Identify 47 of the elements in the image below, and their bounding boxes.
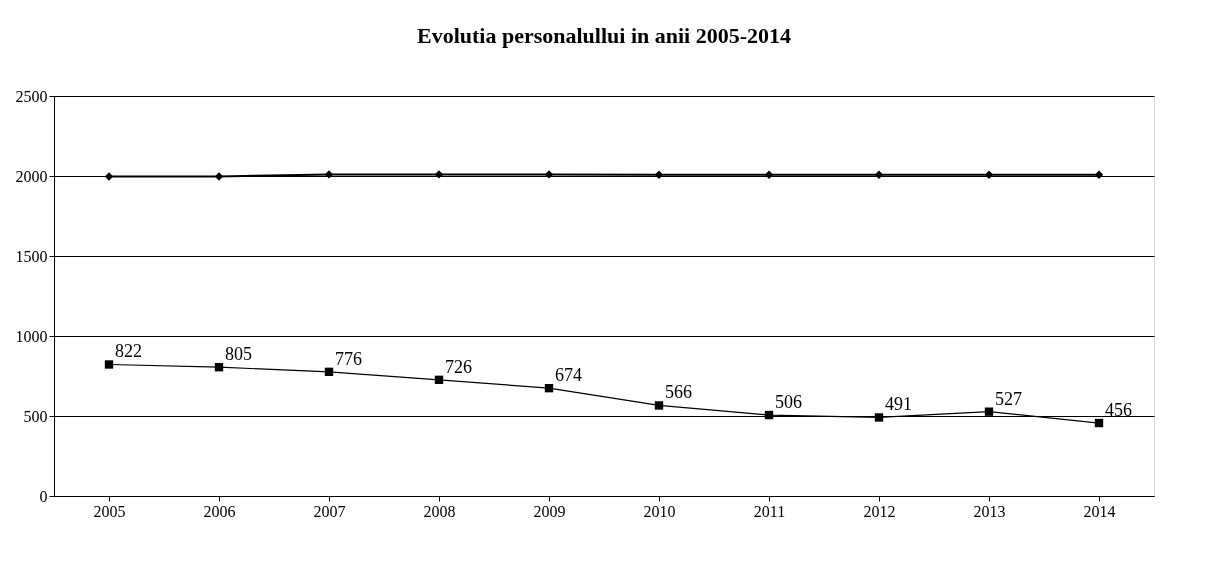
y-tick-label: 1000 xyxy=(15,327,48,345)
y-tick-label: 2500 xyxy=(15,87,48,105)
y-tick-label: 1500 xyxy=(15,247,48,265)
point xyxy=(214,172,224,181)
x-tick-label: 2013 xyxy=(973,502,1006,520)
point xyxy=(654,170,664,179)
data-label: 456 xyxy=(1105,400,1132,421)
point xyxy=(104,360,114,369)
point xyxy=(984,170,994,179)
x-tick-label: 2005 xyxy=(93,502,126,520)
x-tick-label: 2010 xyxy=(643,502,676,520)
data-label: 822 xyxy=(115,341,142,362)
point xyxy=(874,170,884,179)
chart-title: Evolutia personalullui in anii 2005-2014 xyxy=(416,23,792,48)
point xyxy=(214,363,224,372)
x-tick-label: 2009 xyxy=(533,502,566,520)
data-label: 674 xyxy=(555,365,582,386)
x-tick-label: 2014 xyxy=(1083,502,1116,520)
x-tick-label: 2012 xyxy=(863,502,896,520)
data-label: 506 xyxy=(775,392,802,413)
data-label: 726 xyxy=(445,356,472,377)
point xyxy=(984,407,994,416)
y-tick-label: 500 xyxy=(23,407,48,425)
data-label: 491 xyxy=(885,394,912,415)
point xyxy=(764,410,774,420)
point xyxy=(434,375,444,385)
point xyxy=(764,170,774,179)
x-tick-label: 2007 xyxy=(313,502,346,520)
x-tick-label: 2006 xyxy=(203,502,236,520)
data-label: 776 xyxy=(335,348,362,369)
y-tick-label: 2000 xyxy=(15,167,48,185)
point xyxy=(104,172,114,181)
point xyxy=(544,383,554,393)
point xyxy=(874,413,884,422)
x-tick-label: 2008 xyxy=(423,502,456,520)
x-tick-label: 2011 xyxy=(753,502,786,520)
point xyxy=(654,401,664,410)
point xyxy=(544,170,554,179)
point xyxy=(434,170,444,179)
data-label: 805 xyxy=(225,344,252,365)
y-tick-label: 0 xyxy=(39,487,48,505)
data-label: 527 xyxy=(995,388,1022,409)
point xyxy=(324,170,334,179)
point xyxy=(1094,418,1104,428)
data-label: 566 xyxy=(665,382,692,403)
point xyxy=(324,367,334,377)
point xyxy=(1094,170,1104,179)
